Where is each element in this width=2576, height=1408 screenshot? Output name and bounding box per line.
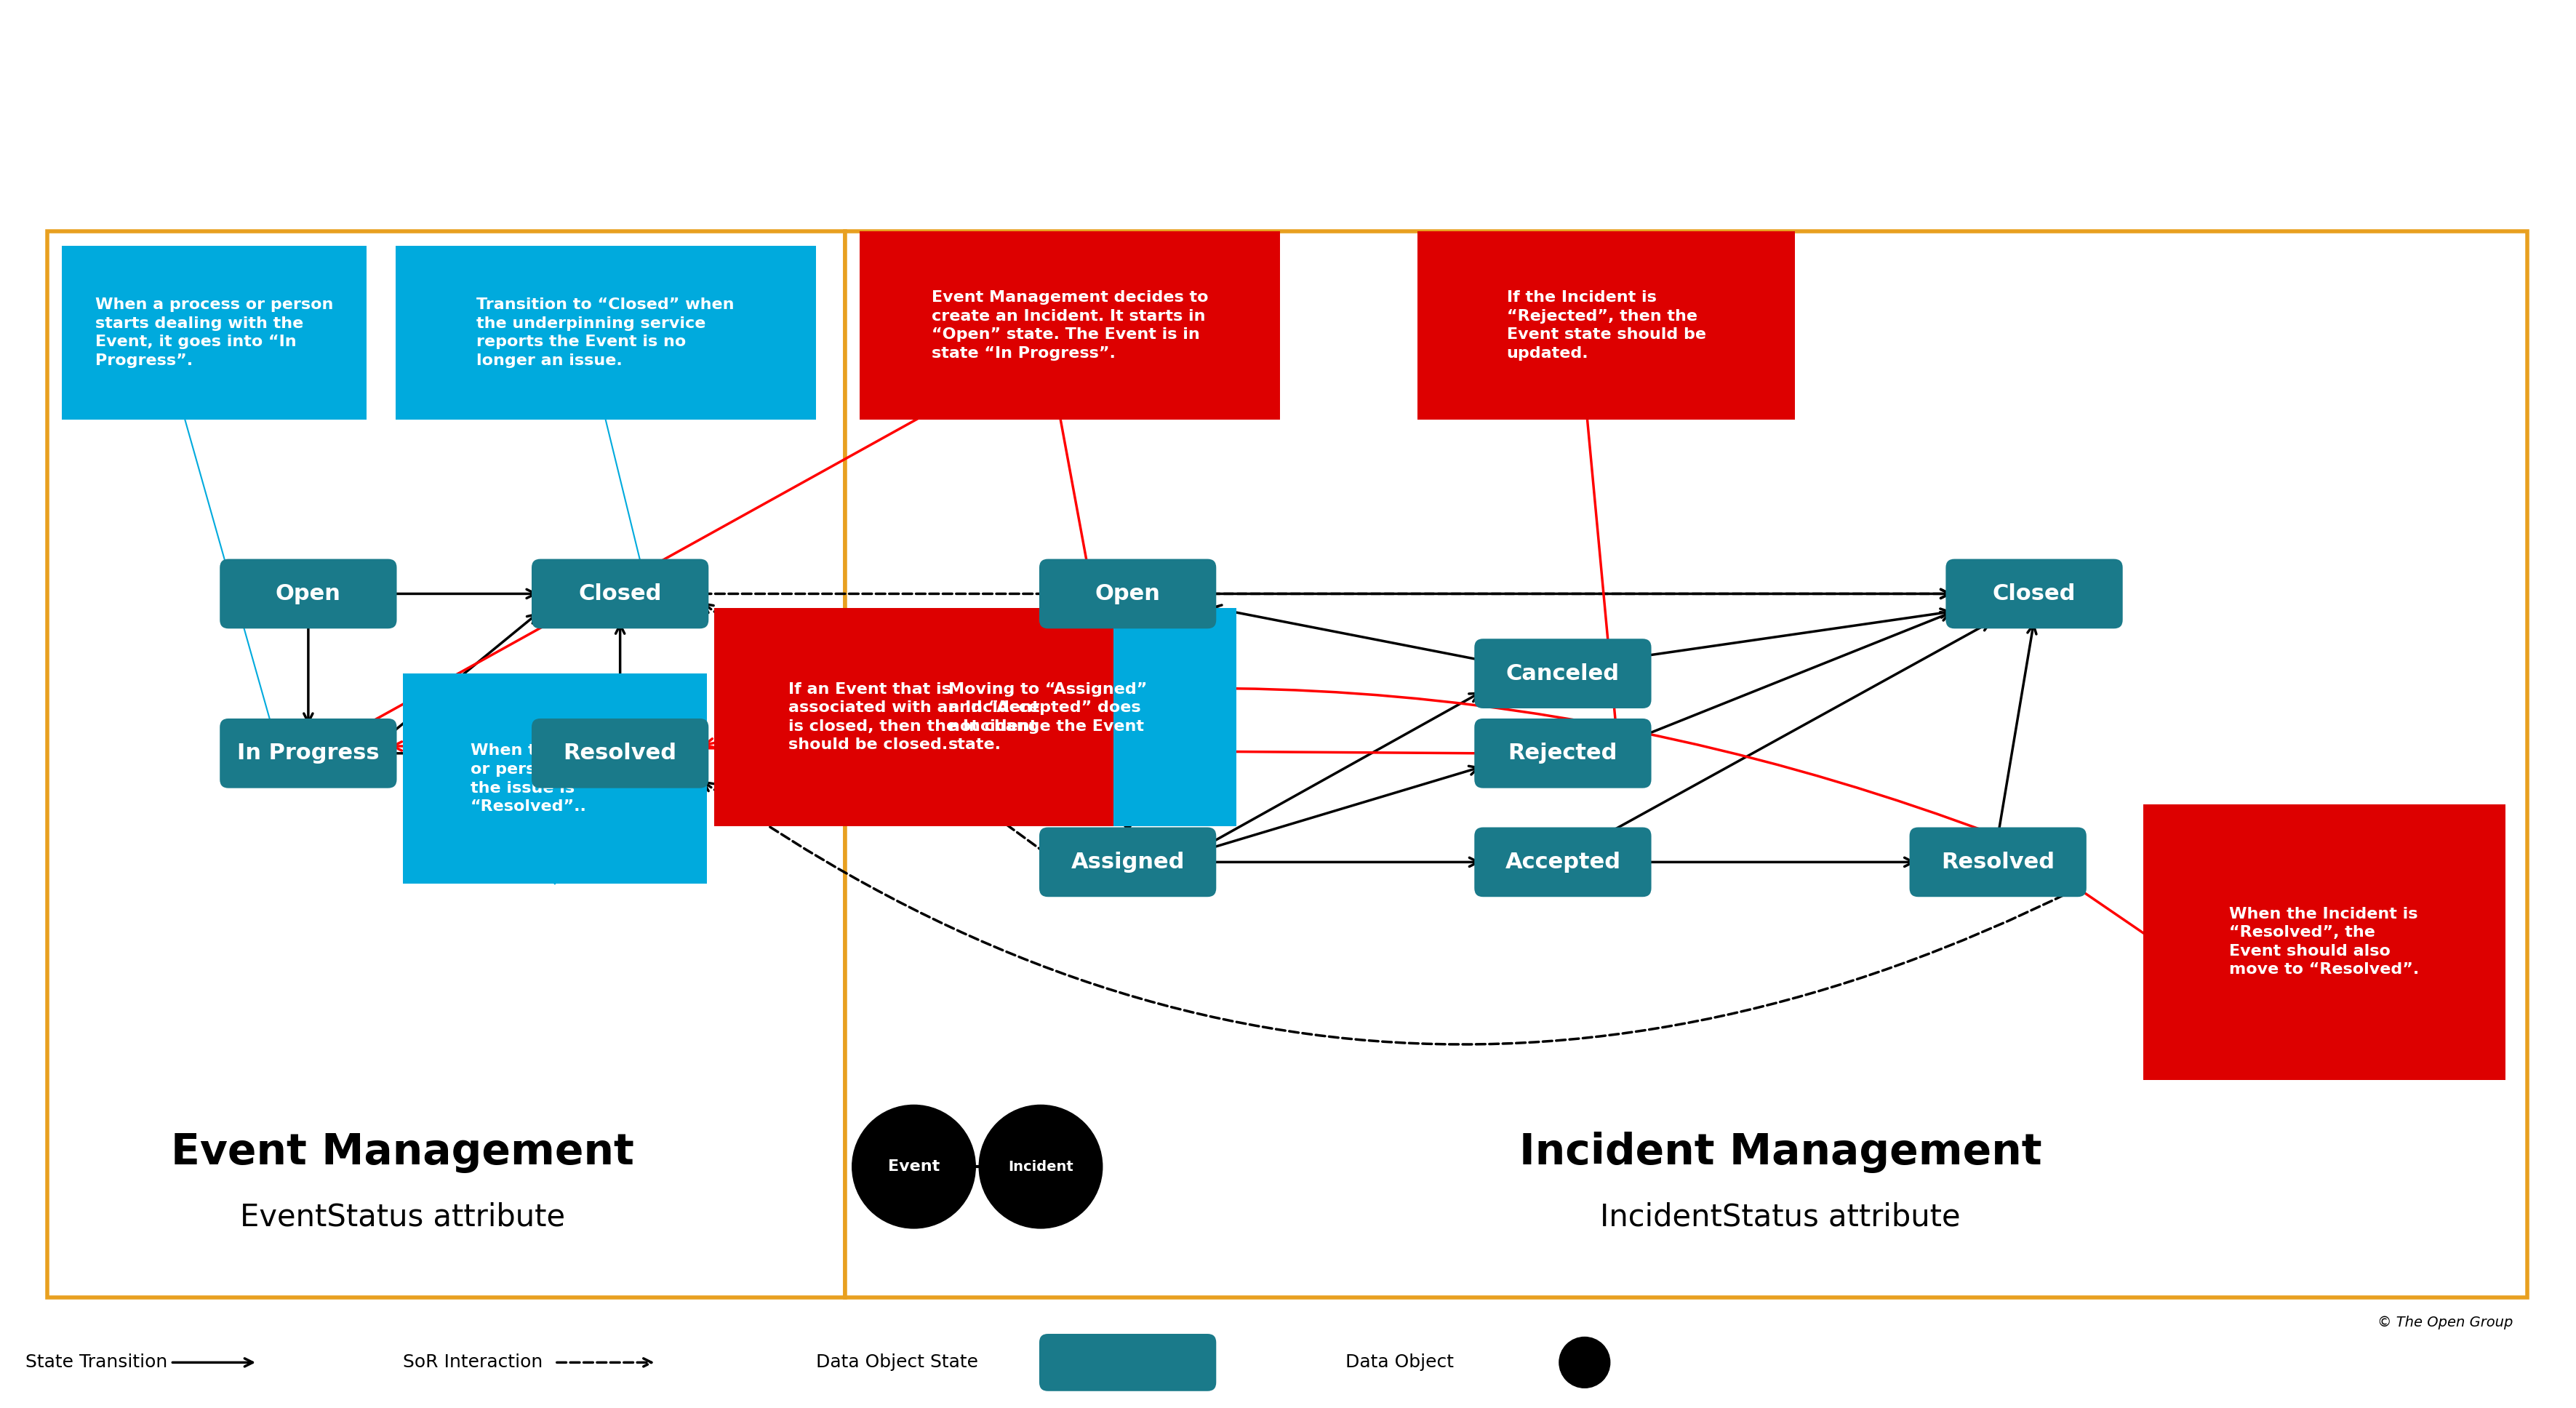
Text: If an Event that is
associated with an Incident
is closed, then the Incident
sho: If an Event that is associated with an I… xyxy=(788,681,1041,752)
FancyBboxPatch shape xyxy=(860,231,1280,420)
FancyBboxPatch shape xyxy=(531,559,708,628)
Text: IncidentStatus attribute: IncidentStatus attribute xyxy=(1600,1202,1960,1233)
Text: EventStatus attribute: EventStatus attribute xyxy=(240,1202,564,1233)
Circle shape xyxy=(1558,1338,1610,1388)
Text: Open: Open xyxy=(276,583,340,604)
FancyBboxPatch shape xyxy=(1473,718,1651,788)
Text: Assigned: Assigned xyxy=(1072,852,1185,873)
Text: Moving to “Assigned”
and “Accepted” does
not change the Event
state.: Moving to “Assigned” and “Accepted” does… xyxy=(948,681,1146,752)
Text: Accepted: Accepted xyxy=(1504,852,1620,873)
FancyBboxPatch shape xyxy=(531,718,708,788)
FancyBboxPatch shape xyxy=(1038,559,1216,628)
FancyBboxPatch shape xyxy=(394,245,817,420)
FancyBboxPatch shape xyxy=(219,559,397,628)
FancyBboxPatch shape xyxy=(1473,828,1651,897)
Text: When a process or person
starts dealing with the
Event, it goes into “In
Progres: When a process or person starts dealing … xyxy=(95,297,332,367)
FancyBboxPatch shape xyxy=(1038,828,1216,897)
Text: When the Incident is
“Resolved”, the
Event should also
move to “Resolved”.: When the Incident is “Resolved”, the Eve… xyxy=(2228,907,2419,977)
Text: Incident Management: Incident Management xyxy=(1520,1132,2043,1173)
Circle shape xyxy=(853,1105,976,1228)
Text: In Progress: In Progress xyxy=(237,743,379,765)
Text: Transition to “Closed” when
the underpinning service
reports the Event is no
lon: Transition to “Closed” when the underpin… xyxy=(477,297,734,367)
Text: Rejected: Rejected xyxy=(1507,743,1618,765)
Text: Closed: Closed xyxy=(1994,583,2076,604)
Text: Data Object State: Data Object State xyxy=(817,1353,979,1371)
FancyBboxPatch shape xyxy=(1909,828,2087,897)
Text: Open: Open xyxy=(1095,583,1159,604)
FancyBboxPatch shape xyxy=(1417,231,1795,420)
Text: © The Open Group: © The Open Group xyxy=(2378,1315,2512,1329)
FancyBboxPatch shape xyxy=(1473,639,1651,708)
Text: Event Management decides to
create an Incident. It starts in
“Open” state. The E: Event Management decides to create an In… xyxy=(933,290,1208,360)
FancyBboxPatch shape xyxy=(402,673,708,884)
Text: SoR Interaction: SoR Interaction xyxy=(402,1353,544,1371)
Text: Data Object: Data Object xyxy=(1345,1353,1453,1371)
Text: State Transition: State Transition xyxy=(26,1353,167,1371)
FancyBboxPatch shape xyxy=(62,245,366,420)
Text: Event: Event xyxy=(889,1159,940,1174)
Text: Resolved: Resolved xyxy=(1942,852,2056,873)
FancyBboxPatch shape xyxy=(845,231,2527,1297)
Text: Canceled: Canceled xyxy=(1507,663,1620,684)
Text: If the Incident is
“Rejected”, then the
Event state should be
updated.: If the Incident is “Rejected”, then the … xyxy=(1507,290,1705,360)
FancyBboxPatch shape xyxy=(219,718,397,788)
Text: Resolved: Resolved xyxy=(564,743,677,765)
Circle shape xyxy=(979,1105,1103,1228)
Text: Incident: Incident xyxy=(1007,1160,1074,1174)
FancyBboxPatch shape xyxy=(46,231,845,1297)
Text: When the process
or person believes
the issue is
“Resolved”..: When the process or person believes the … xyxy=(471,743,639,814)
FancyBboxPatch shape xyxy=(2143,804,2506,1080)
FancyBboxPatch shape xyxy=(1945,559,2123,628)
Text: Event Management: Event Management xyxy=(170,1132,634,1173)
FancyBboxPatch shape xyxy=(860,608,1236,826)
Text: Closed: Closed xyxy=(580,583,662,604)
FancyBboxPatch shape xyxy=(1038,1333,1216,1391)
FancyBboxPatch shape xyxy=(714,608,1113,826)
